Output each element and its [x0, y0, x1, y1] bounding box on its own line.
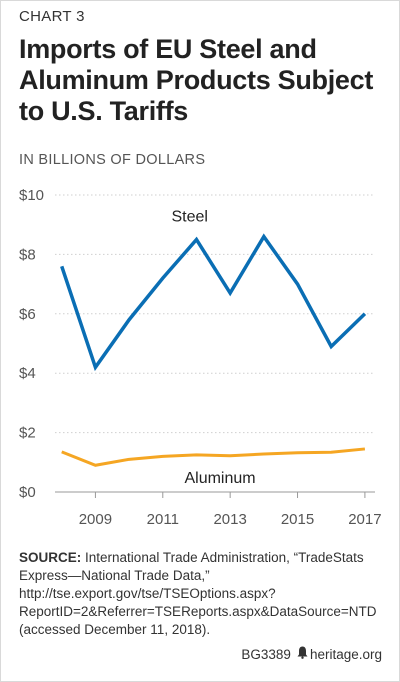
bell-icon: [297, 646, 308, 662]
report-code: BG3389: [241, 647, 291, 662]
series-label-aluminum: Aluminum: [184, 470, 255, 487]
source-text: International Trade Administration, “Tra…: [19, 550, 377, 637]
source-label: SOURCE:: [19, 550, 82, 565]
series-line-aluminum: [61, 447, 366, 467]
x-axis-tick-labels: 2009 2011 2013 2015 2017: [79, 492, 382, 528]
y-tick-label: $4: [19, 365, 36, 382]
footer: BG3389 heritage.org: [241, 646, 382, 662]
y-tick-label: $6: [19, 306, 36, 323]
x-tick-label: 2013: [213, 511, 246, 528]
series-lines: [60, 233, 367, 467]
x-tick-label: 2009: [79, 511, 112, 528]
series-labels: Steel Aluminum: [172, 209, 256, 487]
units-label: IN BILLIONS OF DOLLARS: [19, 152, 206, 168]
gridlines: [55, 194, 375, 493]
y-tick-label: $0: [19, 484, 36, 501]
y-tick-label: $2: [19, 425, 36, 442]
line-chart: $0 $2 $4 $6 $8 $10 2009 2011 2013 2015 2017 Steel…: [19, 187, 382, 528]
series-line-steel: [60, 233, 367, 372]
x-tick-label: 2017: [348, 511, 381, 528]
y-tick-label: $8: [19, 246, 36, 263]
site-name: heritage.org: [309, 647, 382, 662]
series-label-steel: Steel: [172, 209, 208, 226]
chart-title: Imports of EU Steel and Aluminum Product…: [19, 34, 374, 126]
x-tick-label: 2015: [281, 511, 314, 528]
y-axis-tick-labels: $0 $2 $4 $6 $8 $10: [19, 187, 44, 501]
y-tick-label: $10: [19, 187, 44, 204]
source-note: SOURCE: International Trade Administrati…: [19, 549, 384, 639]
chart-number-label: CHART 3: [19, 8, 85, 25]
x-tick-label: 2011: [147, 511, 179, 528]
